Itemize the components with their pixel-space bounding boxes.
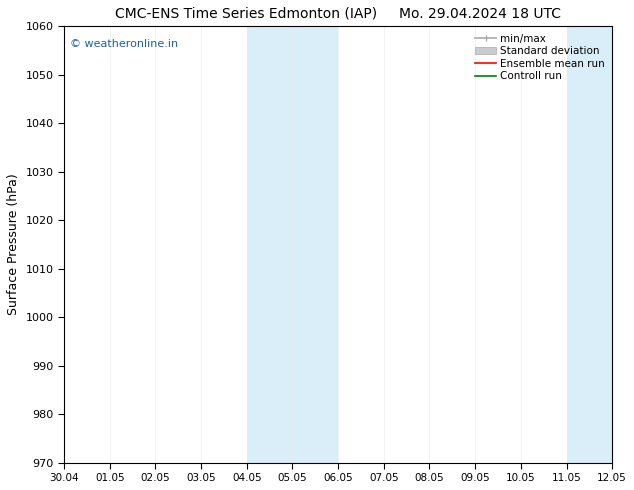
Text: © weatheronline.in: © weatheronline.in — [70, 39, 178, 49]
Bar — [567, 26, 634, 463]
Title: CMC-ENS Time Series Edmonton (IAP)     Mo. 29.04.2024 18 UTC: CMC-ENS Time Series Edmonton (IAP) Mo. 2… — [115, 7, 561, 21]
Legend: min/max, Standard deviation, Ensemble mean run, Controll run: min/max, Standard deviation, Ensemble me… — [473, 31, 607, 83]
Y-axis label: Surface Pressure (hPa): Surface Pressure (hPa) — [7, 173, 20, 316]
Bar — [247, 26, 338, 463]
